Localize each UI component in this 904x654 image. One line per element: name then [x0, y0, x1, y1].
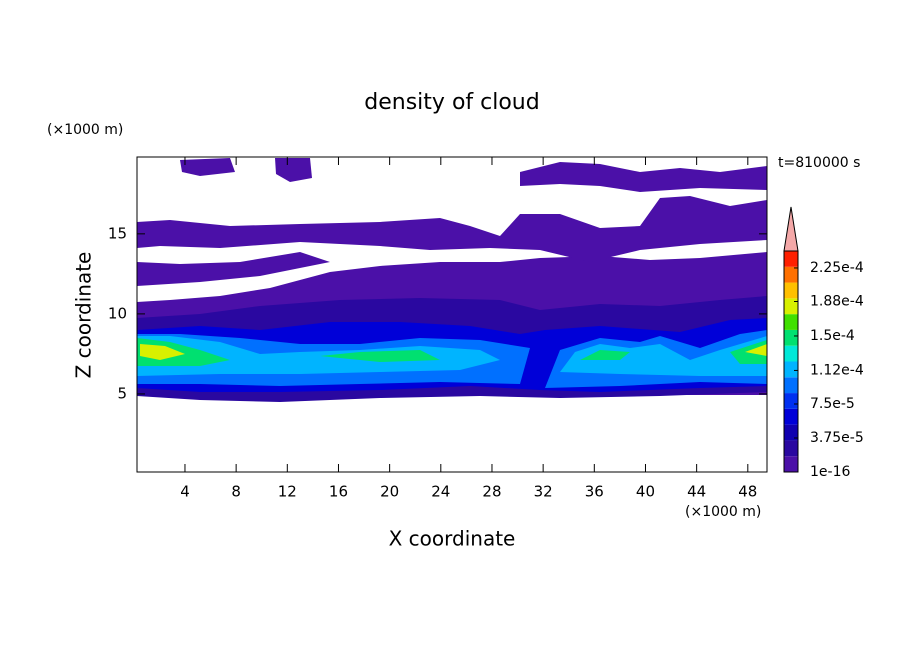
x-tick-label: 40 [636, 483, 655, 501]
colorbar-label: 1.12e-4 [810, 362, 864, 378]
x-tick-label: 32 [534, 483, 553, 501]
x-tick-label: 48 [738, 483, 757, 501]
colorbar-band [784, 408, 798, 425]
colorbar-band [784, 456, 798, 472]
colorbar-band [784, 424, 798, 441]
x-tick-label: 36 [585, 483, 604, 501]
x-tick-label: 20 [380, 483, 399, 501]
colorbar-band [784, 298, 798, 315]
colorbar-label: 7.5e-5 [810, 396, 855, 412]
x-tick-label: 24 [431, 483, 450, 501]
x-tick-label: 4 [180, 483, 190, 501]
chart-title: density of cloud [364, 90, 539, 115]
colorbar-band [784, 266, 798, 283]
y-tick-label: 10 [108, 304, 127, 322]
plot-frame [136, 156, 768, 473]
y-axis-label: Z coordinate [72, 252, 96, 379]
x-tick-label: 8 [231, 483, 241, 501]
colorbar-band [784, 361, 798, 378]
colorbar-band [784, 377, 798, 394]
x-tick-label: 28 [482, 483, 501, 501]
colorbar-band [784, 314, 798, 330]
colorbar-band [784, 440, 798, 457]
x-axis-label: X coordinate [389, 527, 516, 551]
y-unit: (×1000 m) [47, 122, 123, 138]
contour-field [137, 158, 767, 402]
colorbar-band [784, 251, 798, 267]
annotation: t=810000 s [778, 155, 860, 171]
colorbar-extend [783, 206, 799, 252]
y-tick-label: 15 [108, 224, 127, 242]
colorbar-band [784, 345, 798, 362]
colorbar-band [784, 393, 798, 409]
x-tick-label: 16 [329, 483, 348, 501]
colorbar-label: 2.25e-4 [810, 260, 864, 276]
colorbar-frame [783, 250, 799, 473]
colorbar-band [784, 282, 798, 299]
x-tick-label: 12 [278, 483, 297, 501]
colorbar-label: 3.75e-5 [810, 430, 864, 446]
x-tick-label: 44 [687, 483, 706, 501]
y-tick-label: 5 [117, 384, 127, 402]
colorbar-label: 1.5e-4 [810, 328, 855, 344]
colorbar-label: 1.88e-4 [810, 294, 864, 310]
x-unit: (×1000 m) [685, 504, 761, 520]
colorbar-label: 1e-16 [810, 464, 850, 480]
colorbar-band [784, 329, 798, 346]
